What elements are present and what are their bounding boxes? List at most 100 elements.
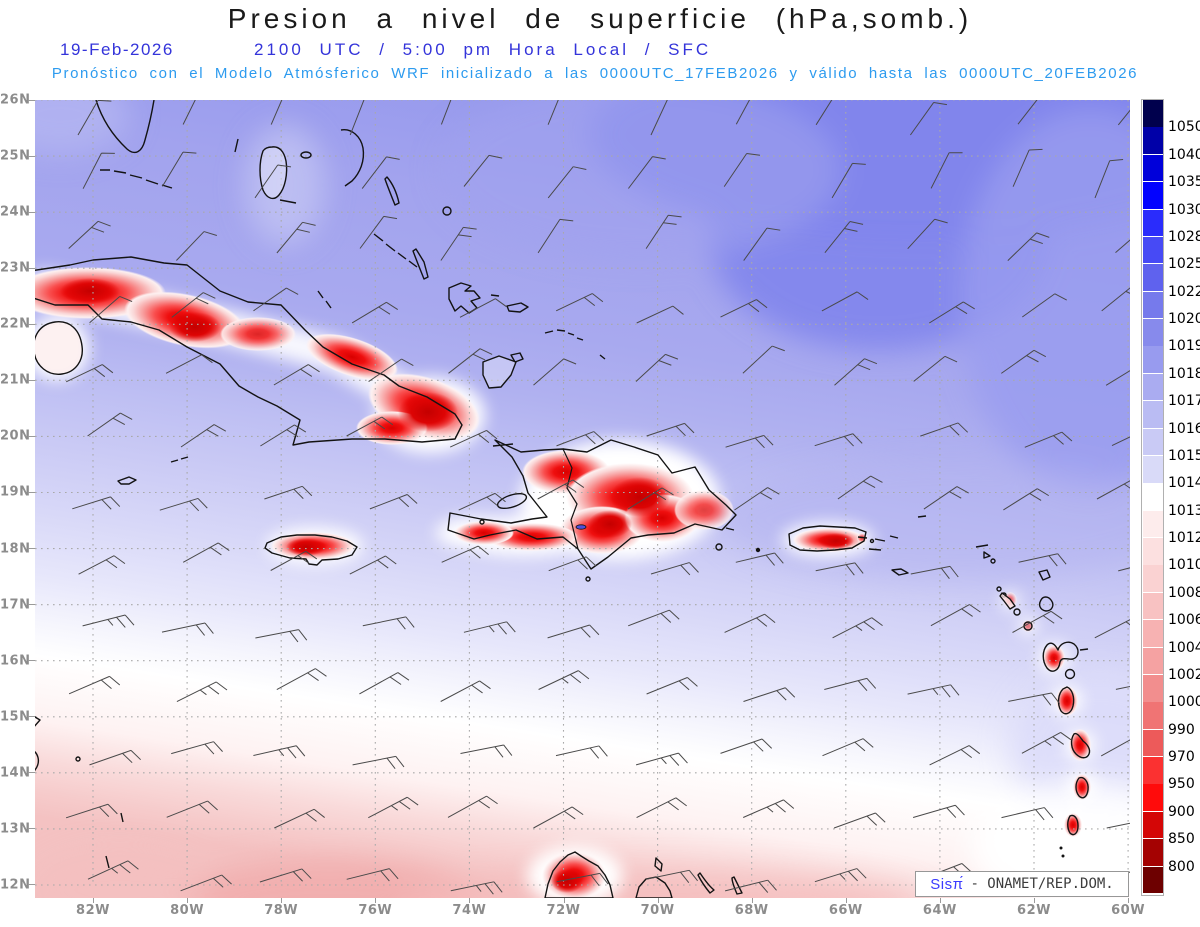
colorbar-label-1006: 1006 xyxy=(1168,612,1200,629)
wind-barb xyxy=(68,220,111,249)
wind-barb xyxy=(929,745,981,766)
wind-barb xyxy=(734,487,780,511)
wind-barb xyxy=(259,868,312,883)
wind-barb xyxy=(1024,431,1073,448)
colorbar-label-1008: 1008 xyxy=(1168,584,1200,601)
colorbar-segment-23 xyxy=(1143,729,1163,757)
colorbar-segment-5 xyxy=(1143,236,1163,264)
lon-label-82W: 82W xyxy=(76,903,110,918)
lat-tick-24N xyxy=(28,211,35,213)
turks-caicos xyxy=(544,329,606,360)
cat-island xyxy=(384,176,400,206)
dominica xyxy=(1057,686,1075,715)
wind-barb xyxy=(533,358,577,386)
st-vincent xyxy=(1067,814,1079,836)
lat-label-25N: 25N xyxy=(0,148,31,164)
wind-barb xyxy=(646,677,698,695)
wind-barb xyxy=(1012,148,1043,187)
wind-barb xyxy=(650,100,682,136)
haiti-dr-border xyxy=(562,448,579,550)
wind-barb xyxy=(735,100,769,125)
navassa xyxy=(479,519,485,525)
colorbar-segment-18 xyxy=(1143,592,1163,620)
wind-barb xyxy=(1106,818,1130,832)
little-inagua xyxy=(510,352,524,363)
latlon-grid xyxy=(35,100,1130,886)
wind-barb xyxy=(359,215,398,249)
st-kitts xyxy=(999,592,1016,610)
wind-barb xyxy=(1007,232,1050,261)
wind-barb xyxy=(538,670,590,690)
wind-barb xyxy=(1003,488,1050,511)
colorbar-label-1020: 1020 xyxy=(1168,311,1200,328)
wind-barb xyxy=(352,755,405,770)
wind-barb xyxy=(346,416,394,437)
guadeloupe xyxy=(1042,641,1079,672)
mona-island xyxy=(715,543,723,551)
wind-barb xyxy=(815,100,851,126)
colorbar-label-1014: 1014 xyxy=(1168,475,1200,492)
wind-barb xyxy=(1101,285,1130,312)
wind-barb xyxy=(628,609,680,627)
colorbar-segment-26 xyxy=(1143,811,1163,839)
gonave-island xyxy=(496,492,528,510)
wind-barb xyxy=(274,808,325,829)
colorbar-segment-11 xyxy=(1143,401,1163,428)
colorbar-segment-13 xyxy=(1143,455,1163,483)
crooked-acklins xyxy=(448,282,481,314)
wind-barb xyxy=(635,752,688,766)
new-providence xyxy=(279,199,297,204)
aruba xyxy=(654,857,663,872)
lat-tick-15N xyxy=(28,716,35,718)
wind-barb xyxy=(635,353,679,382)
paraguana-peninsula xyxy=(635,876,673,898)
curacao xyxy=(697,872,715,894)
lon-tick-72W xyxy=(563,898,565,903)
colorbar-label-1028: 1028 xyxy=(1168,228,1200,245)
wind-barb xyxy=(627,487,674,510)
lon-label-66W: 66W xyxy=(828,903,863,918)
plana-cays xyxy=(490,294,500,297)
wind-barb xyxy=(724,613,776,633)
bonaire xyxy=(731,876,743,895)
credit-brand: Sisπ́ xyxy=(930,875,964,893)
colorbar-label-850: 850 xyxy=(1168,831,1195,848)
lat-tick-26N xyxy=(28,99,35,101)
wind-barb xyxy=(645,214,682,249)
wind-barb xyxy=(463,154,503,187)
lat-label-18N: 18N xyxy=(0,541,31,557)
wind-barb xyxy=(929,301,975,324)
lon-label-80W: 80W xyxy=(170,903,205,918)
lake-enriquillo xyxy=(575,524,587,530)
colorbar-segment-27 xyxy=(1143,839,1163,866)
wind-barb xyxy=(720,738,773,754)
colorbar-segment-25 xyxy=(1143,784,1163,812)
lon-label-76W: 76W xyxy=(358,903,393,918)
lat-tick-23N xyxy=(28,267,35,269)
anguilla xyxy=(975,544,989,548)
wind-barb xyxy=(1094,617,1130,639)
wind-barb xyxy=(182,100,215,125)
antigua xyxy=(1038,596,1054,612)
wind-barb xyxy=(1105,364,1130,386)
wind-barb xyxy=(260,424,307,447)
wind-barb xyxy=(814,433,863,447)
wind-barb xyxy=(270,100,301,125)
lon-tick-70W xyxy=(657,898,659,903)
colorbar-segment-15 xyxy=(1143,510,1163,538)
wind-barb xyxy=(533,806,584,829)
lon-tick-82W xyxy=(93,898,94,903)
colorbar-label-1016: 1016 xyxy=(1168,420,1200,437)
wind-barb xyxy=(742,799,795,818)
colorbar-label-800: 800 xyxy=(1168,858,1195,875)
wind-barb xyxy=(1017,100,1056,125)
st-lucia xyxy=(1075,776,1089,799)
wind-barb xyxy=(1100,734,1130,757)
colorbar-segment-20 xyxy=(1143,647,1163,675)
forecast-valid-time: 2100 UTC / 5:00 pm Hora Local / SFC xyxy=(254,40,712,59)
wind-barb xyxy=(1094,159,1124,199)
colorbar-segment-6 xyxy=(1143,264,1163,291)
lat-label-22N: 22N xyxy=(0,316,31,332)
wind-barb xyxy=(824,677,877,692)
lat-label-24N: 24N xyxy=(0,204,31,220)
